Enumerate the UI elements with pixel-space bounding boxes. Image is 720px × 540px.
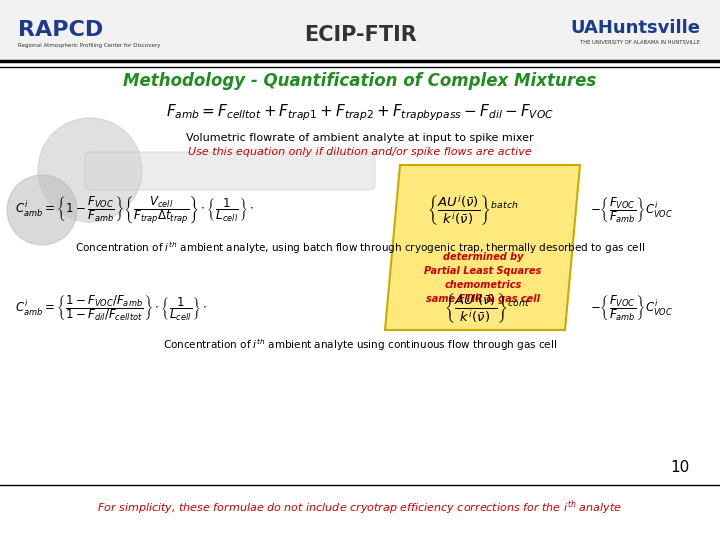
Text: $-\left\{\dfrac{F_{VOC}}{F_{amb}}\right\}C^{i}_{VOC}$: $-\left\{\dfrac{F_{VOC}}{F_{amb}}\right\… (590, 195, 673, 225)
Text: $\left\{\dfrac{AU^{i}(\bar{\nu})}{k^{i}(\bar{\nu})}\right\}^{batch}$: $\left\{\dfrac{AU^{i}(\bar{\nu})}{k^{i}(… (428, 193, 518, 227)
Text: 10: 10 (670, 461, 690, 476)
Text: Volumetric flowrate of ambient analyte at input to spike mixer: Volumetric flowrate of ambient analyte a… (186, 133, 534, 143)
Text: $C^{i}_{amb} = \left\{\dfrac{1-F_{VOC}/F_{amb}}{1-F_{dil}/F_{celltot}}\right\} \: $C^{i}_{amb} = \left\{\dfrac{1-F_{VOC}/F… (15, 293, 207, 323)
Text: Concentration of $i^{th}$ ambient analyte, using batch flow through cryogenic tr: Concentration of $i^{th}$ ambient analyt… (75, 240, 645, 256)
Text: $F_{amb} = F_{celltot} + F_{trap1} + F_{trap2} + F_{trapbypass} - F_{dil} - F_{V: $F_{amb} = F_{celltot} + F_{trap1} + F_{… (166, 103, 554, 123)
Text: For simplicity, these formulae do not include cryotrap efficiency corrections fo: For simplicity, these formulae do not in… (97, 499, 623, 517)
Text: Concentration of $i^{th}$ ambient analyte using continuous flow through gas cell: Concentration of $i^{th}$ ambient analyt… (163, 337, 557, 353)
Bar (0, 0, 720, 60)
Text: Use this equation only if dilution and/or spike flows are active: Use this equation only if dilution and/o… (188, 147, 532, 157)
Text: THE UNIVERSITY OF ALABAMA IN HUNTSVILLE: THE UNIVERSITY OF ALABAMA IN HUNTSVILLE (580, 39, 700, 44)
Text: ECIP-FTIR: ECIP-FTIR (304, 25, 416, 45)
Text: $-\left\{\dfrac{F_{VOC}}{F_{amb}}\right\}C^{i}_{VOC}$: $-\left\{\dfrac{F_{VOC}}{F_{amb}}\right\… (590, 293, 673, 323)
Text: UAHuntsville: UAHuntsville (570, 19, 700, 37)
Circle shape (38, 118, 142, 222)
Text: RAPCD: RAPCD (18, 20, 103, 40)
Text: $\left\{\dfrac{AU^{i}(\bar{\nu})}{k^{i}(\bar{\nu})}\right\}^{cont}$: $\left\{\dfrac{AU^{i}(\bar{\nu})}{k^{i}(… (444, 291, 530, 325)
Text: determined by
Partial Least Squares
chemometrics
same FTIR & gas cell: determined by Partial Least Squares chem… (424, 252, 541, 304)
Text: Methodology - Quantification of Complex Mixtures: Methodology - Quantification of Complex … (123, 72, 597, 90)
Circle shape (7, 175, 77, 245)
FancyBboxPatch shape (85, 152, 375, 190)
Text: Regional Atmospheric Profiling Center for Discovery: Regional Atmospheric Profiling Center fo… (18, 44, 161, 49)
Polygon shape (385, 165, 580, 330)
Text: $C^{i}_{amb} = \left\{1 - \dfrac{F_{VOC}}{F_{amb}}\right\}\left\{\dfrac{V_{cell}: $C^{i}_{amb} = \left\{1 - \dfrac{F_{VOC}… (15, 194, 253, 226)
